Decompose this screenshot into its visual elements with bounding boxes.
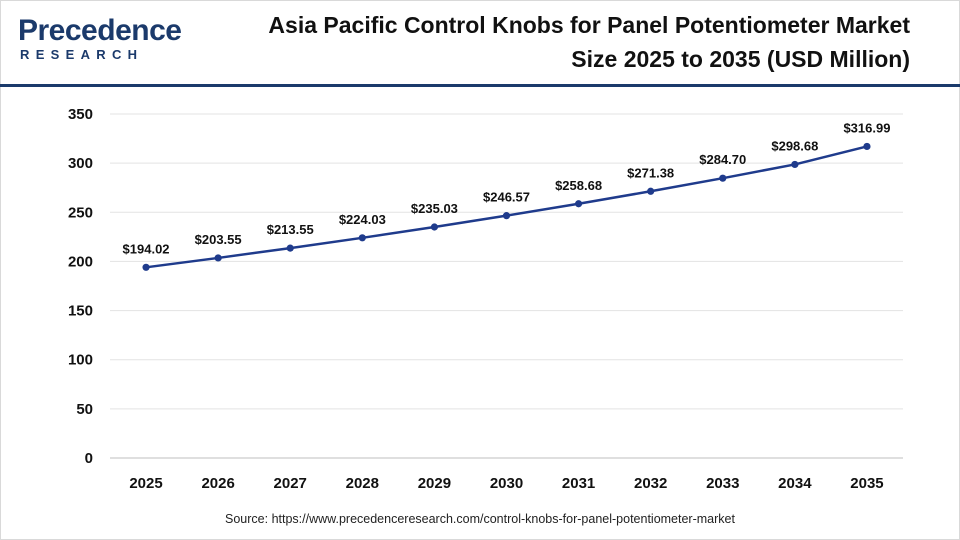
data-label: $258.68 [555,178,602,193]
data-point [863,142,871,151]
data-point [719,174,727,182]
data-point [358,234,366,242]
x-tick-label: 2025 [129,475,162,492]
x-tick-label: 2032 [634,475,667,492]
series-line [145,145,868,269]
data-point [574,200,583,208]
data-point [430,223,439,231]
data-label: $235.03 [411,201,458,216]
data-point [286,244,294,252]
y-tick-label: 150 [68,303,93,320]
y-tick-label: 300 [68,155,93,172]
data-point [647,187,655,195]
data-point [791,160,799,169]
gridlines [110,113,903,459]
data-point [502,212,511,220]
data-label: $203.55 [195,232,242,247]
data-label: $271.38 [627,165,674,180]
x-tick-label: 2034 [778,475,812,492]
x-axis-ticks: 2025 2026 2027 2028 2029 2030 2031 2032 2033 2034… [129,475,883,492]
x-tick-label: 2033 [706,475,739,492]
y-tick-label: 350 [68,106,93,123]
y-tick-label: 0 [85,450,93,467]
brand-logo: Precedence RESEARCH [18,14,182,64]
series-points [142,142,871,271]
data-point [142,263,150,271]
header-divider [0,84,960,87]
y-axis-ticks: 0 50 100 150 200 250 300 350 [68,106,93,467]
data-label: $246.57 [483,190,530,205]
x-tick-label: 2026 [201,475,234,492]
chart-title-line1: Asia Pacific Control Knobs for Panel Pot… [268,12,910,38]
chart-title-line2: Size 2025 to 2035 (USD Million) [571,46,910,72]
data-label: $316.99 [843,120,890,135]
y-tick-label: 200 [68,253,93,270]
source-note: Source: https://www.precedenceresearch.c… [225,512,735,526]
x-tick-label: 2031 [562,475,595,492]
header: Precedence RESEARCH Asia Pacific Control… [0,0,960,84]
brand-sub: RESEARCH [20,47,144,62]
data-label: $213.55 [267,222,314,237]
x-tick-label: 2029 [418,475,451,492]
data-labels: $194.02 $203.55 $213.55 $224.03 $235.03 $246.… [123,120,891,256]
data-point [214,254,222,262]
series-line-path [145,145,868,269]
brand-name: Precedence [18,14,182,47]
data-label: $224.03 [339,212,386,227]
x-tick-label: 2027 [274,475,307,492]
y-tick-label: 100 [68,352,93,369]
y-tick-label: 50 [76,401,93,418]
data-label: $284.70 [699,152,746,167]
x-tick-label: 2035 [850,475,883,492]
chart-title: Asia Pacific Control Knobs for Panel Pot… [190,8,910,76]
x-tick-label: 2030 [490,475,523,492]
data-label: $298.68 [771,138,818,153]
x-tick-label: 2028 [346,475,379,492]
data-label: $194.02 [123,241,170,256]
y-tick-label: 250 [68,204,93,221]
